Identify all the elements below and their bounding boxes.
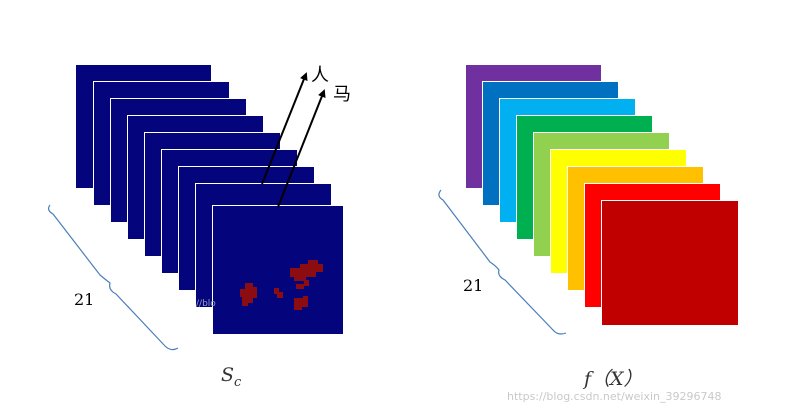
watermark: https://blog.csdn.net/weixin_39296748 bbox=[507, 390, 722, 403]
heatmap-blob bbox=[296, 280, 309, 289]
left-stack-brace bbox=[47, 204, 179, 351]
heatmap-blob bbox=[240, 283, 257, 306]
right-caption: f（X） bbox=[584, 368, 643, 390]
partial-url-text: //blo bbox=[196, 299, 216, 309]
heatmap-blob bbox=[274, 288, 283, 298]
heatmap-blob bbox=[294, 296, 308, 310]
heatmap-regions bbox=[240, 260, 323, 310]
feature-layer bbox=[601, 200, 739, 326]
right-stack-brace bbox=[438, 189, 567, 335]
horse-arrow bbox=[277, 89, 326, 208]
person-arrow bbox=[261, 72, 308, 185]
horse-label: 马 bbox=[333, 84, 351, 105]
person-label: 人 bbox=[311, 65, 329, 86]
right-layer-count: 21 bbox=[463, 276, 484, 295]
heatmap-blob bbox=[290, 260, 323, 281]
left-layer-count: 21 bbox=[74, 290, 95, 309]
left-caption: Sc bbox=[221, 364, 242, 390]
